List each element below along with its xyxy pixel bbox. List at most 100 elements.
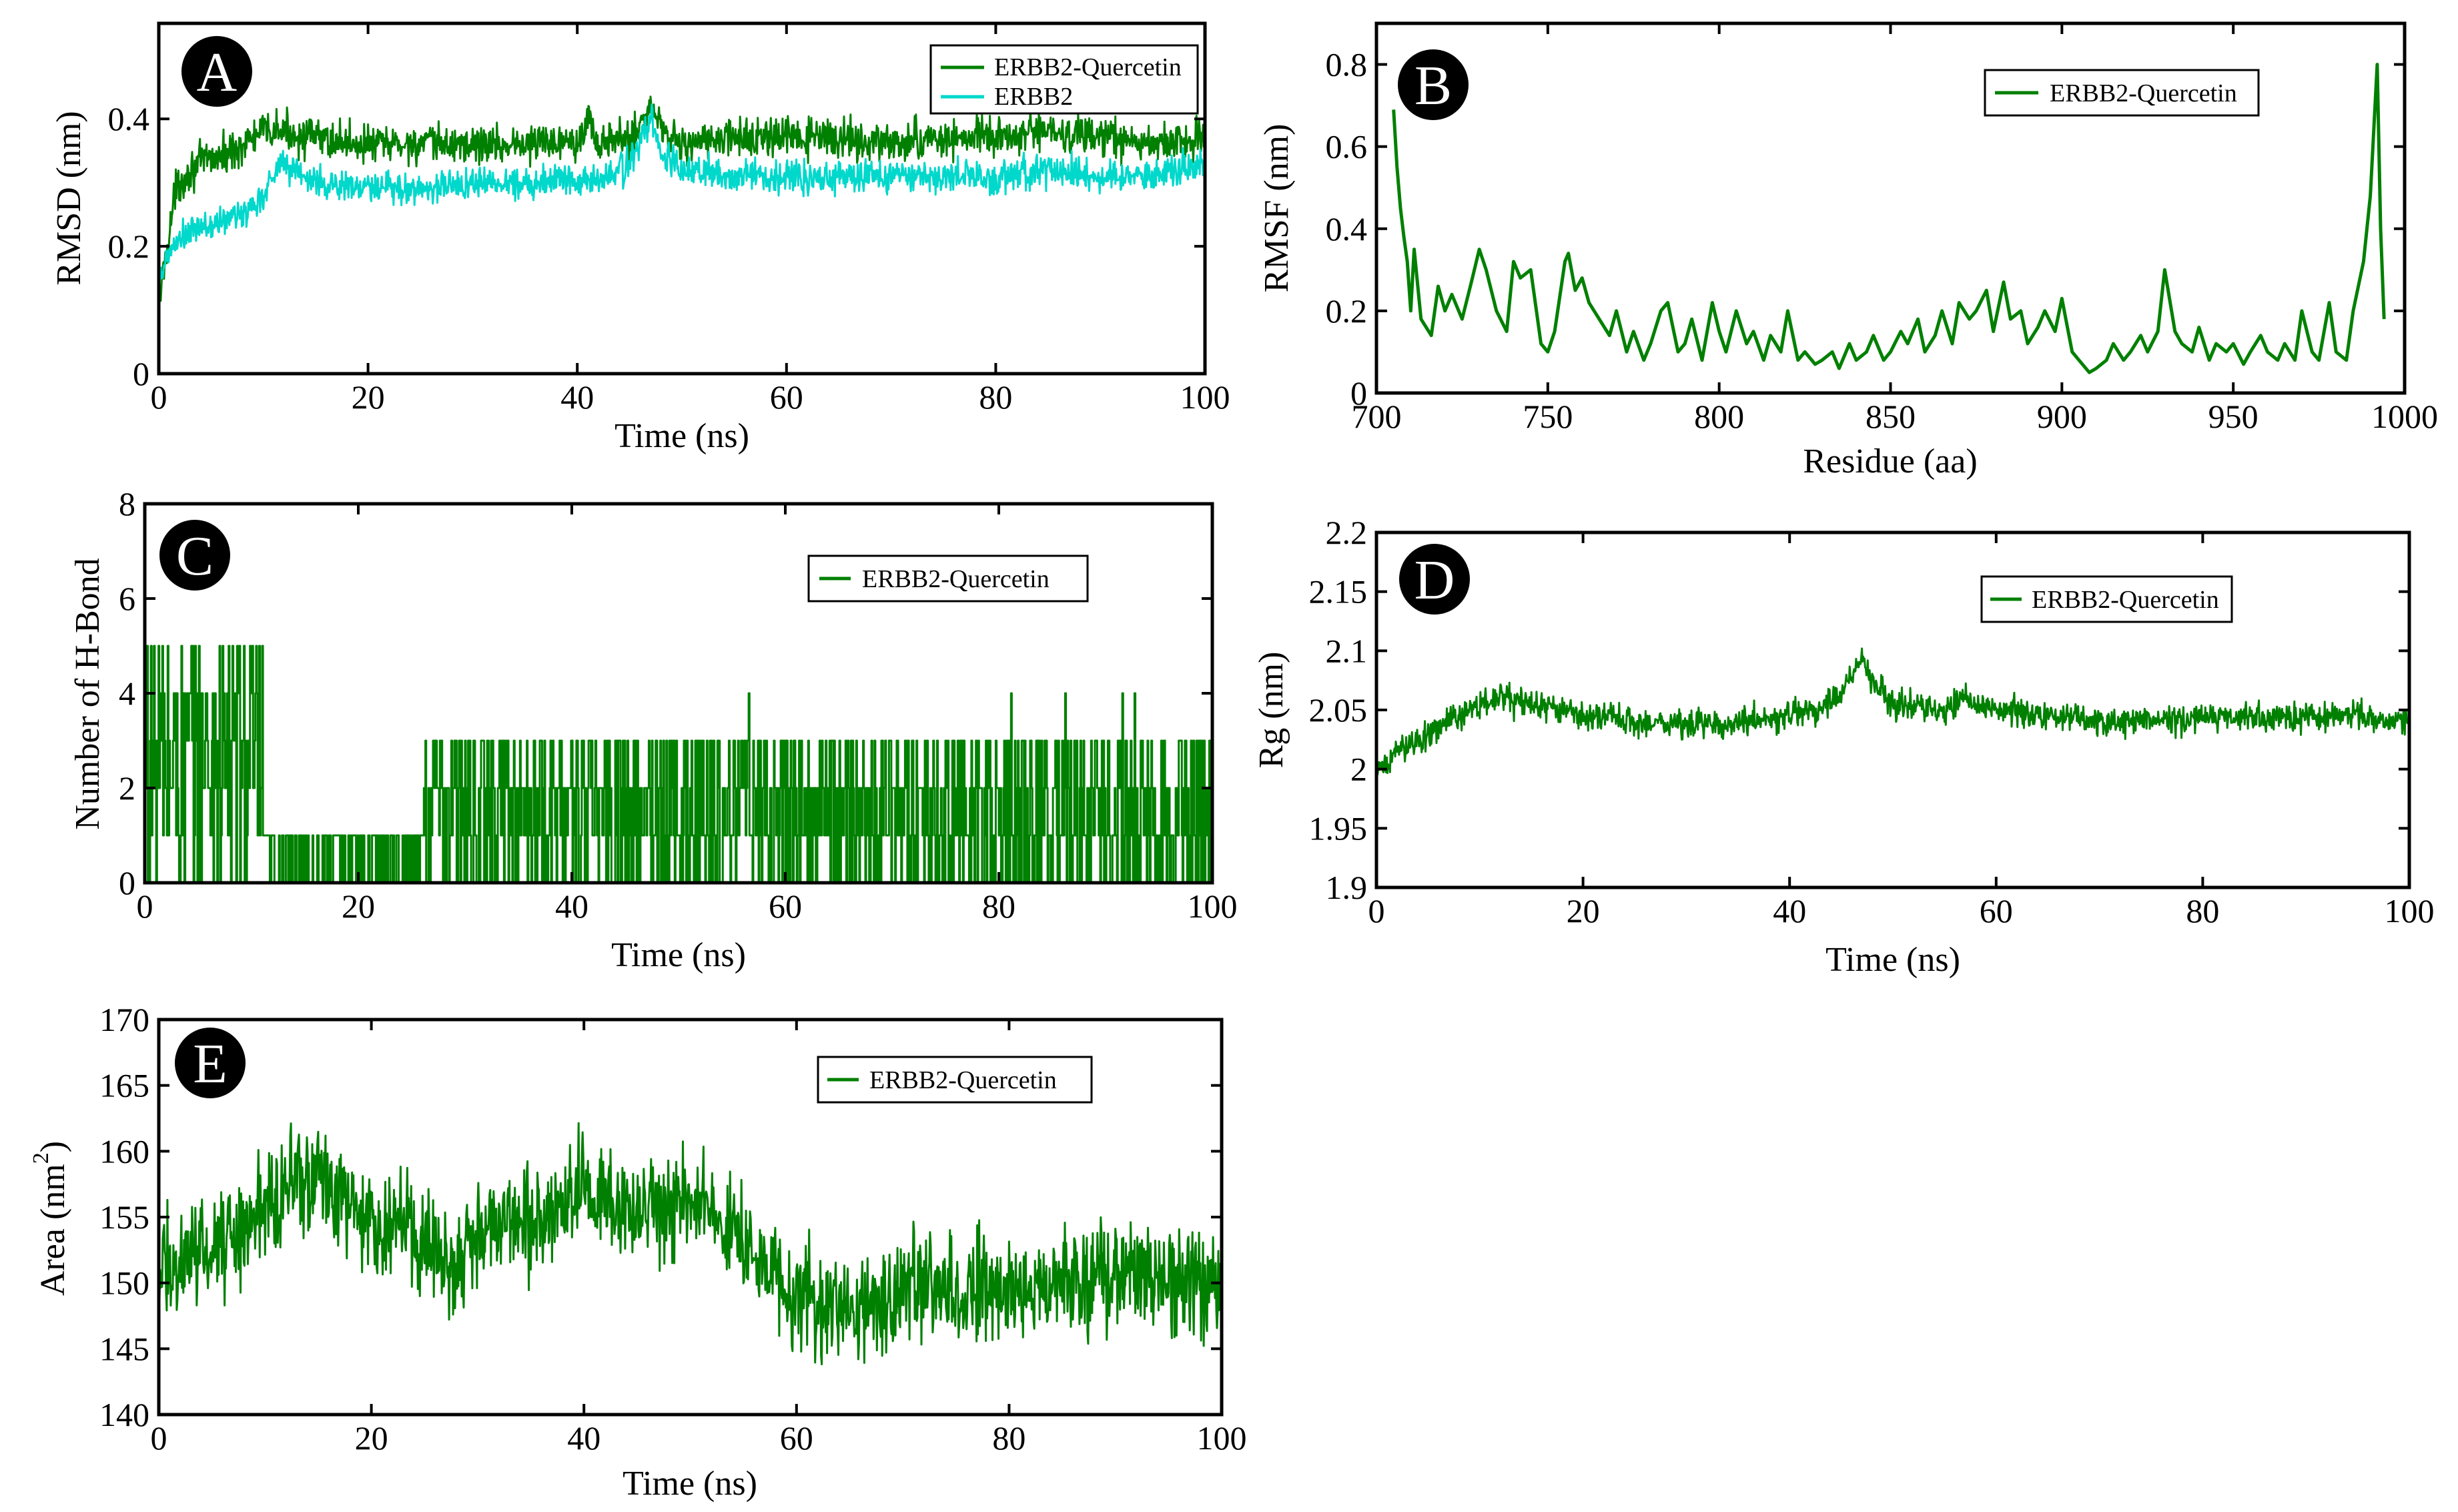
panel-b-letter: B — [1414, 55, 1452, 117]
panel-d-legend-box — [1980, 575, 2233, 623]
panel-b-y-axis-title: RMSF (nm) — [1258, 124, 1296, 293]
panel-c-x-tick-label-3: 60 — [769, 887, 802, 925]
panel-c-ticks: 0 20 40 60 80 100 0 2 4 6 8 — [119, 485, 1238, 925]
panel-b-series-erbb2-quercetin — [1392, 63, 2386, 374]
panel-e-x-tick-label-2: 40 — [567, 1419, 600, 1457]
panel-e-y-tick-label-6: 170 — [99, 1001, 149, 1038]
panel-e-letter: E — [193, 1033, 227, 1095]
panel-e-y-tick-label-1: 145 — [99, 1330, 149, 1367]
panel-d-ticks: 0 20 40 60 80 100 1.9 1.95 2 2.05 2.1 2.15 2.2 — [1309, 514, 2435, 929]
panel-a-series-erbb2 — [157, 103, 1206, 280]
panel-a-y-tick-label-0: 0 — [133, 355, 149, 392]
panel-a-x-tick-label-3: 60 — [770, 378, 803, 416]
panel-b-x-tick-label-5: 950 — [2208, 398, 2259, 435]
panel-e-badge-circle — [175, 1028, 246, 1098]
panel-c-y-axis-title: Number of H-Bond — [69, 558, 107, 829]
panel-d-badge: D — [1399, 544, 1470, 615]
panel-c-x-tick-label-4: 80 — [982, 887, 1015, 925]
panel-c-legend-box — [807, 554, 1089, 603]
panel-b-legend: ERBB2-Quercetin — [1984, 69, 2260, 117]
panel-b-x-axis-title: Residue (aa) — [1803, 442, 1977, 480]
panel-d-y-tick-label-0: 1.9 — [1326, 869, 1368, 906]
panel-e-y-axis-title-main: Area (nm — [34, 1164, 72, 1296]
panel-d-x-tick-label-4: 80 — [2186, 892, 2219, 929]
panel-d-y-tick-label-2: 2 — [1350, 751, 1367, 788]
panel-e-y-tick-label-2: 150 — [99, 1264, 149, 1302]
panel-d-x-tick-label-5: 100 — [2385, 892, 2435, 929]
panel-d-x-tick-label-2: 40 — [1773, 892, 1806, 929]
panel-d-legend: ERBB2-Quercetin — [1980, 575, 2233, 623]
panel-c-badge-circle — [159, 520, 230, 591]
panel-d-y-tick-label-4: 2.1 — [1326, 632, 1368, 669]
panel-b-badge: B — [1398, 49, 1469, 120]
panel-e-x-tick-label-4: 80 — [992, 1419, 1026, 1457]
panel-d-y-axis-title: Rg (nm) — [1252, 652, 1290, 769]
panel-d-badge-circle — [1399, 544, 1470, 615]
panel-e-ticks: 0 20 40 60 80 100 140 145 150 155 160 165 170 — [99, 1001, 1247, 1457]
panel-c-y-tick-label-4: 8 — [119, 485, 135, 522]
panel-d-letter: D — [1414, 549, 1455, 611]
panel-c-series-erbb2-quercetin — [144, 645, 1213, 884]
panel-b-y-tick-label-4: 0.8 — [1326, 46, 1368, 83]
panel-a-series-erbb2-quercetin — [158, 95, 1206, 302]
panel-c-x-tick-label-2: 40 — [555, 887, 588, 925]
panel-e-x-tick-label-1: 20 — [355, 1419, 388, 1457]
panel-b-rmsf: 700 750 800 850 900 950 1000 0 0.2 0.4 0.6 0.8 Resi… — [1258, 21, 2438, 480]
panel-d-y-tick-label-5: 2.15 — [1309, 573, 1368, 611]
panel-a-series-layer — [157, 95, 1206, 302]
panel-e-y-tick-label-3: 155 — [99, 1198, 149, 1236]
panel-c-y-tick-label-3: 6 — [119, 580, 135, 617]
panel-b-y-tick-label-2: 0.4 — [1326, 210, 1368, 248]
panel-e-y-axis-title: Area (nm2) — [29, 1141, 72, 1296]
panel-b-x-tick-label-6: 1000 — [2371, 398, 2438, 435]
panel-a-legend-label-0: ERBB2-Quercetin — [994, 53, 1182, 81]
panel-e-badge: E — [175, 1028, 246, 1098]
panel-b-series-layer — [1392, 63, 2386, 374]
panel-e-x-tick-label-0: 0 — [151, 1419, 167, 1457]
panel-b-x-tick-label-3: 850 — [1866, 398, 1916, 435]
panel-a-y-axis-title: RMSD (nm) — [50, 111, 88, 285]
panel-e-y-axis-title-end: ) — [34, 1141, 72, 1152]
panel-a-y-tick-label-2: 0.4 — [108, 100, 150, 137]
panel-e-y-tick-label-0: 140 — [99, 1396, 149, 1433]
panel-d-series-layer — [1375, 647, 2410, 775]
panel-c-x-tick-label-0: 0 — [137, 887, 153, 925]
panel-e-y-axis-title-sup: 2 — [29, 1152, 53, 1164]
panel-b-x-tick-label-0: 700 — [1352, 398, 1402, 435]
panel-c-x-axis-title: Time (ns) — [611, 936, 746, 974]
panel-b-x-tick-label-2: 800 — [1694, 398, 1744, 435]
panel-e-legend: ERBB2-Quercetin — [817, 1056, 1093, 1104]
panel-a-badge-circle — [181, 36, 252, 107]
panel-c-y-tick-label-2: 4 — [119, 675, 135, 712]
panel-a-legend-box — [929, 44, 1199, 115]
panel-d-y-tick-label-3: 2.05 — [1309, 691, 1368, 729]
panel-d-x-tick-label-1: 20 — [1567, 892, 1600, 929]
panel-e-series-erbb2-quercetin — [157, 1122, 1223, 1366]
panel-c-badge: C — [159, 520, 230, 591]
panel-e-x-tick-label-5: 100 — [1197, 1419, 1247, 1457]
panel-c-legend: ERBB2-Quercetin — [807, 554, 1089, 603]
panel-a-x-axis-title: Time (ns) — [614, 417, 749, 455]
panel-e-series-layer — [157, 1122, 1223, 1366]
panel-c-series-layer — [144, 645, 1213, 884]
panel-a-x-tick-label-5: 100 — [1180, 378, 1230, 416]
panel-e-y-tick-label-4: 160 — [99, 1132, 149, 1170]
panel-d-x-tick-label-3: 60 — [1980, 892, 2013, 929]
panel-b-y-tick-label-1: 0.2 — [1326, 292, 1368, 330]
panel-e-sasa: 0 20 40 60 80 100 140 145 150 155 160 165 170 Time (… — [29, 1001, 1247, 1503]
panel-b-ticks: 700 750 800 850 900 950 1000 0 0.2 0.4 0.6 0.8 — [1326, 23, 2438, 435]
panel-a-frame — [157, 21, 1207, 376]
panel-d-x-axis-title: Time (ns) — [1825, 941, 1960, 979]
panel-c-legend-label-0: ERBB2-Quercetin — [862, 565, 1050, 593]
panel-a-legend-label-1: ERBB2 — [994, 83, 1073, 111]
panel-a-letter: A — [197, 41, 238, 103]
panel-e-y-tick-label-5: 165 — [99, 1067, 149, 1104]
panel-d-y-tick-label-1: 1.95 — [1309, 809, 1368, 847]
panel-b-y-tick-label-0: 0 — [1350, 374, 1367, 412]
panel-e-x-tick-label-3: 60 — [780, 1419, 813, 1457]
panel-d-legend-label-0: ERBB2-Quercetin — [2032, 586, 2219, 614]
panel-a-y-tick-label-1: 0.2 — [108, 228, 150, 265]
panel-e-x-axis-title: Time (ns) — [623, 1465, 757, 1503]
panel-a-x-tick-label-2: 40 — [560, 378, 594, 416]
